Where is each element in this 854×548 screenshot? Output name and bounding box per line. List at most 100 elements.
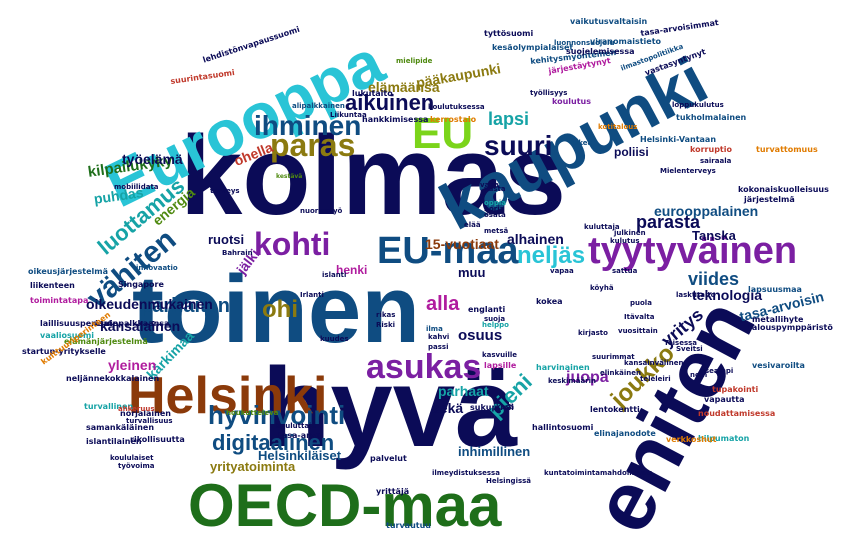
word-noudattamisessa: noudattamisessa — [698, 409, 776, 418]
word-kolmas: kolmas — [180, 113, 566, 238]
word-startup-yritykselle: startup-yritykselle — [22, 347, 106, 356]
word-singapore: Singapore — [118, 280, 164, 289]
word-vasta: vasta — [484, 185, 506, 193]
word-työllisyys: työllisyys — [530, 89, 568, 97]
word-toisessa: Toisessa — [664, 339, 698, 347]
word-kokea: kokea — [536, 297, 563, 306]
word-työvoima: työvoima — [118, 462, 155, 470]
word-kerrostalo: kerrostalo — [430, 115, 477, 124]
word-vesivaroilta: vesivaroilta — [752, 361, 805, 370]
word-vuosittain: vuosittain — [618, 327, 658, 335]
word-palvelut: palvelut — [370, 454, 407, 463]
word-viranomaistieto: viranomaistieto — [590, 37, 662, 46]
word-vapaa: vapaa — [550, 267, 574, 275]
word-aikuinen: aikuinen — [345, 90, 435, 115]
word-hallintosuomi: hallintosuomi — [532, 423, 594, 432]
word-lapsille: lapsille — [484, 361, 517, 370]
word-laillisuusperiaate: laillisuusperiaate — [40, 319, 118, 328]
word-talouspymppäristö: talouspymppäristö — [748, 323, 833, 332]
word-sekä: sekä — [432, 400, 464, 416]
word-vaikutusvaltaisin: vaikutusvaltaisin — [570, 17, 648, 26]
word-loppukulutus: loppukulutus — [672, 101, 724, 109]
word-kuntatoimintamahdollisuus: kuntatoimintamahdollisuus — [544, 469, 653, 477]
word-puola: puola — [630, 299, 652, 307]
word-sattua: sattua — [612, 267, 638, 275]
word-oikeusjärjestelmä: oikeusjärjestelmä — [28, 267, 108, 276]
word-muu: muu — [458, 265, 486, 280]
word-kouluttaja: kouluttaja — [276, 422, 317, 430]
word-alhainen: alhainen — [507, 231, 564, 247]
word-oikeudenmukainen: oikeudenmukainen — [86, 296, 213, 312]
word-kesäolympialaiset: kesäolympialaiset — [492, 43, 574, 52]
word-osuus: osuus — [458, 327, 503, 344]
word-pääkaupunki: pääkaupunki — [414, 60, 502, 91]
word-terveys: terveys — [210, 187, 240, 195]
word-elää: elää — [464, 221, 481, 229]
word-turvallisuus: turvallisuus — [126, 417, 173, 425]
word-teleleiri: teleleiri — [640, 375, 671, 383]
word-yleinen: yleinen — [108, 357, 157, 373]
word-henki: henki — [336, 263, 368, 277]
word-ohi: ohi — [262, 296, 298, 323]
word-sairaala: sairaala — [700, 157, 732, 165]
word-koulutus: koulutus — [552, 97, 592, 106]
word-samankäläinen: samankäläinen — [86, 423, 155, 432]
word-paras: paras — [270, 127, 356, 163]
word-bahrain: Bahrain — [222, 249, 253, 257]
word-rikas: rikas — [376, 311, 396, 319]
word-viides: viides — [688, 269, 740, 289]
word-luonnonsuojelu: luonnonsuojelu — [554, 39, 615, 47]
word-elinajanodote: elinajanodote — [594, 429, 656, 438]
word-korruptio: korruptio — [690, 145, 732, 154]
word-tasa-arvoisimmat: tasa-arvoisimmat — [639, 18, 720, 38]
word-poliisi: poliisi — [614, 145, 649, 159]
word-helsinki-vantaan: Helsinki-Vantaan — [640, 135, 717, 144]
word-tasa-arvo: tasa-arvo — [278, 431, 321, 440]
word-ilma: ilma — [426, 325, 443, 333]
word-kasvuille: kasvuille — [482, 351, 518, 359]
word-rikollisuutta: rikollisuutta — [130, 435, 185, 444]
word-kohti: kohti — [254, 226, 331, 262]
word-islantilainen: islantilainen — [86, 437, 142, 446]
word-elämänjärjestelmä: elämänjärjestelmä — [64, 337, 148, 346]
word-turvallinen: turvallinen — [84, 402, 134, 411]
word-norjalainen: norjalainen — [120, 409, 171, 418]
word-yrittäjä: yrittäjä — [376, 487, 410, 496]
word-alipalkkainen: alipalkkainen — [292, 102, 345, 110]
word-suojelemisessa: suojelemisessa — [566, 47, 635, 56]
word-osata: osata — [484, 211, 506, 219]
word-sveitsi: Sveitsi — [676, 345, 703, 353]
word-tyytyväinen: tyytyväinen — [588, 230, 798, 272]
word-tupakointi: tupakointi — [712, 385, 759, 394]
word-tukholmalainen: tukholmalainen — [676, 113, 747, 122]
word-köyhä: köyhä — [590, 284, 614, 292]
word-turvattomuus: turvattomuus — [756, 145, 818, 154]
word-englanti: englanti — [468, 305, 506, 314]
word-kirjasto: kirjasto — [578, 329, 608, 337]
word-mielenterveys: Mielenterveys — [660, 167, 716, 175]
word-parhaiten: parhaiten — [140, 295, 231, 317]
word-neljäs: neljäs — [517, 242, 586, 269]
word-helppo: helppo — [482, 321, 509, 329]
word-parhaat: parhaat — [438, 383, 489, 399]
word-kuudes: kuudes — [320, 335, 349, 343]
word-kestävä: kestävä — [276, 173, 303, 180]
word-ilmeydistuksessa: ilmeydistuksessa — [432, 469, 500, 477]
word-kansainvälinen: kansainvälinen — [624, 359, 684, 367]
word-liikuntaa: Liikuntaa — [330, 111, 367, 119]
word-sukupuoli: sukupuoli — [470, 403, 514, 412]
word-koululaiset: koululaiset — [110, 454, 154, 462]
word-parasta: parasta — [636, 212, 701, 232]
word-ruotsi: ruotsi — [208, 232, 245, 247]
word-lehdistönvapaussuomi: lehdistönvapaussuomi — [201, 24, 301, 65]
word-suurimmat: suurimmat — [592, 353, 635, 361]
word-kesä: kesä — [496, 403, 515, 411]
word-useampi: useampi — [700, 367, 734, 375]
word-innovaatio: innovaatio — [136, 264, 178, 272]
word-kulutus: kulutus — [610, 237, 640, 245]
word-lentokentti: lentokentti — [590, 405, 640, 414]
word-toimintatapa: toimintatapa — [30, 296, 89, 305]
word-teknologia: teknologia — [692, 287, 763, 303]
word-turvautuu: turvautuu — [386, 521, 431, 530]
word-lukutaito: lukutaito — [352, 89, 393, 98]
